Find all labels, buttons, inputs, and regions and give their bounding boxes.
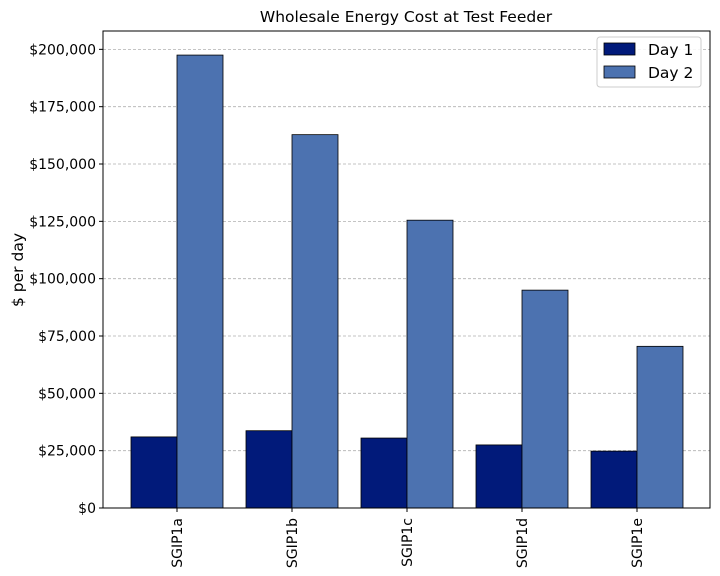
bar-day-2-sgip1c bbox=[406, 219, 454, 509]
bar-day-1-sgip1b bbox=[245, 430, 293, 509]
y-tick-label: $200,000 bbox=[29, 42, 96, 58]
legend-label: Day 1 bbox=[648, 41, 693, 59]
x-tick-label: SGIP1e bbox=[630, 518, 646, 568]
bar-day-1-sgip1c bbox=[360, 437, 408, 509]
bars bbox=[130, 54, 684, 509]
bar-day-1-sgip1a bbox=[130, 436, 178, 509]
y-tick-label: $0 bbox=[78, 501, 96, 517]
legend-label: Day 2 bbox=[648, 64, 693, 82]
bar-day-2-sgip1d bbox=[521, 289, 569, 509]
y-axis-label: $ per day bbox=[9, 233, 27, 307]
bar-day-2-sgip1b bbox=[291, 134, 339, 509]
x-ticks: SGIP1a SGIP1b SGIP1c SGIP1d SGIP1e bbox=[170, 508, 646, 568]
bar-day-1-sgip1e bbox=[590, 450, 638, 509]
y-tick-label: $150,000 bbox=[29, 157, 96, 173]
y-ticks: $0 $25,000 $50,000 $75,000 $100,000 $125,000 $… bbox=[29, 42, 103, 517]
y-tick-label: $50,000 bbox=[38, 386, 96, 402]
legend-swatch bbox=[603, 65, 636, 79]
x-tick-label: SGIP1a bbox=[170, 518, 186, 568]
y-tick-label: $100,000 bbox=[29, 272, 96, 288]
y-tick-label: $175,000 bbox=[29, 100, 96, 116]
x-tick-label: SGIP1c bbox=[400, 518, 416, 567]
chart-title: Wholesale Energy Cost at Test Feeder bbox=[260, 8, 553, 26]
legend-swatch bbox=[603, 42, 636, 56]
y-tick-label: $75,000 bbox=[38, 329, 96, 345]
legend: Day 1 Day 2 bbox=[596, 36, 702, 88]
bar-day-1-sgip1d bbox=[475, 444, 523, 509]
y-tick-label: $125,000 bbox=[29, 214, 96, 230]
x-tick-label: SGIP1b bbox=[285, 518, 301, 568]
y-tick-label: $25,000 bbox=[38, 444, 96, 460]
bar-day-2-sgip1e bbox=[636, 345, 684, 509]
bar-day-2-sgip1a bbox=[176, 54, 224, 509]
x-tick-label: SGIP1d bbox=[515, 518, 531, 568]
